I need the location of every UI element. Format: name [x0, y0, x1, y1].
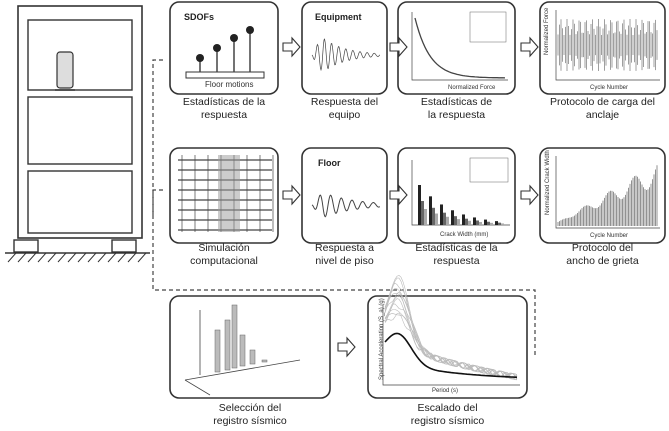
- panel-label: Cycle Number: [590, 233, 628, 239]
- arrow: [521, 186, 538, 204]
- bar-thumb: [490, 223, 493, 225]
- caption: registro sísmico: [411, 415, 485, 427]
- hist-thumb: [240, 335, 245, 366]
- bar-thumb: [429, 196, 432, 225]
- caption: Estadísticas de la: [183, 96, 265, 108]
- mass: [230, 34, 238, 42]
- bar-thumb: [468, 221, 471, 225]
- caption: respuesta: [201, 109, 247, 121]
- caption: equipo: [329, 109, 361, 121]
- bar-thumb: [487, 222, 490, 225]
- bar-thumb: [446, 217, 449, 225]
- panel-label: Crack Width (mm): [440, 232, 488, 238]
- bar-thumb: [476, 220, 479, 225]
- base: [186, 72, 264, 78]
- caption: respuesta: [433, 255, 479, 267]
- bar-thumb: [443, 213, 446, 225]
- caption: Estadísticas de la: [415, 242, 497, 254]
- mass: [196, 54, 204, 62]
- bar-thumb: [498, 223, 501, 225]
- bar-thumb: [495, 221, 498, 225]
- panel-label: Floor: [318, 158, 341, 168]
- hist-thumb: [232, 305, 237, 368]
- panel-label: Normalized Crack Width: [545, 150, 551, 215]
- bar-thumb: [479, 222, 482, 225]
- panel: [302, 148, 387, 243]
- caption: registro sísmico: [213, 415, 287, 427]
- arrow: [283, 186, 300, 204]
- panel-label: Floor motions: [205, 80, 253, 89]
- diagram: Estadísticas de larespuestaSDOFsFloor mo…: [0, 0, 669, 431]
- bar-thumb: [432, 208, 435, 225]
- bar-thumb: [473, 217, 476, 225]
- highlight: [218, 155, 240, 232]
- bar-thumb: [465, 219, 468, 225]
- hist-thumb: [250, 350, 255, 364]
- bar-thumb: [421, 201, 424, 225]
- bar-thumb: [457, 219, 460, 225]
- panel-label: Spectral Acceleration (S_a) (g): [379, 298, 385, 380]
- caption: la respuesta: [428, 109, 485, 121]
- panel-label: Normalized Force: [544, 7, 550, 55]
- bar-thumb: [484, 220, 487, 225]
- hist-thumb: [225, 320, 230, 370]
- caption: Selección del: [219, 402, 281, 414]
- bar-thumb: [501, 223, 504, 225]
- bar-thumb: [440, 204, 443, 225]
- bar-thumb: [451, 210, 454, 225]
- legend: [470, 158, 508, 182]
- panel-label: Cycle Number: [590, 85, 628, 91]
- arrow: [283, 38, 300, 56]
- arrow: [521, 38, 538, 56]
- caption: Respuesta del: [311, 96, 378, 108]
- panel-label: Equipment: [315, 12, 362, 22]
- hist-thumb: [215, 330, 220, 372]
- caption: Simulación: [198, 242, 250, 254]
- panel: [170, 296, 330, 398]
- caption: Protocolo de carga del: [550, 96, 655, 108]
- mass: [246, 26, 254, 34]
- caption: Estadísticas de: [421, 96, 492, 108]
- bar-thumb: [462, 214, 465, 225]
- hist-thumb: [262, 360, 267, 362]
- panel-label: Normalized Force: [448, 85, 496, 91]
- caption: nivel de piso: [315, 255, 374, 267]
- bar-thumb: [454, 216, 457, 225]
- legend: [470, 12, 506, 42]
- mass: [213, 44, 221, 52]
- caption: computacional: [190, 255, 258, 267]
- caption: ancho de grieta: [566, 255, 639, 267]
- panel-label: Period (s): [432, 388, 458, 394]
- caption: anclaje: [586, 109, 619, 121]
- caption: Respuesta a: [315, 242, 374, 254]
- connector: [153, 60, 166, 215]
- caption: Escalado del: [417, 402, 477, 414]
- caption: Protocolo del: [572, 242, 633, 254]
- bar-thumb: [418, 185, 421, 225]
- panel: [368, 296, 527, 398]
- arrow: [338, 338, 355, 356]
- panel-label: SDOFs: [184, 12, 214, 22]
- bar-thumb: [435, 214, 438, 225]
- bar-thumb: [424, 209, 427, 225]
- building: [5, 6, 150, 262]
